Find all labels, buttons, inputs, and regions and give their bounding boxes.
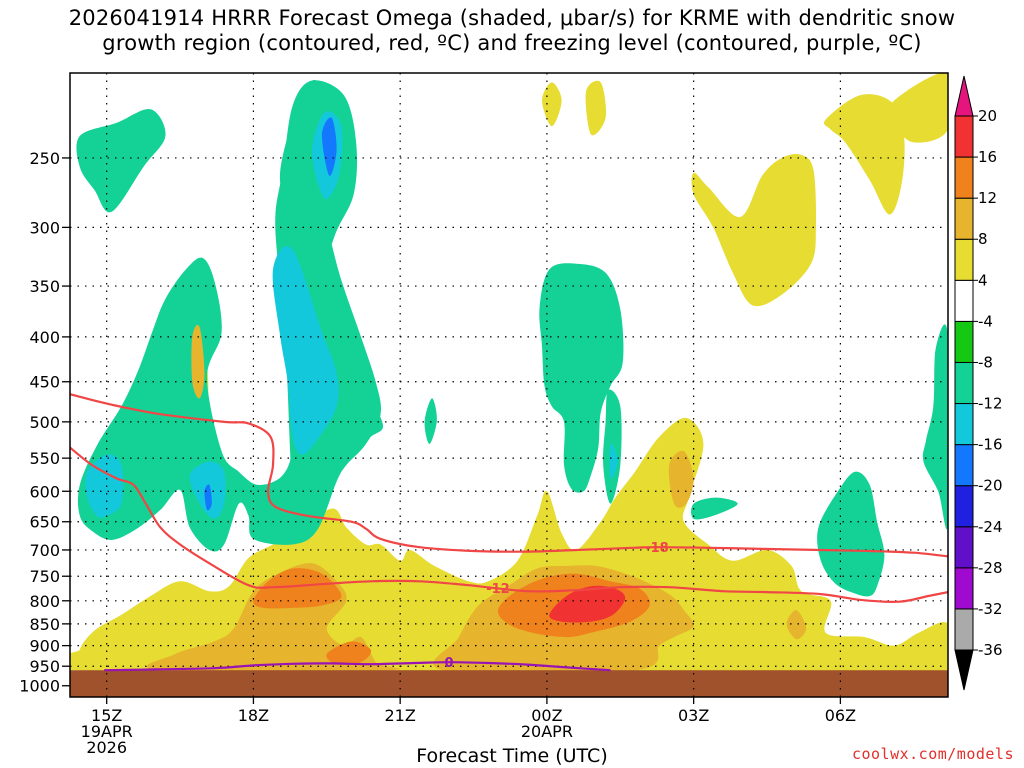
omega-region-neg12 (85, 454, 124, 518)
omega-region-pos12 (253, 568, 342, 609)
x-tick-label-21Z: 21Z (385, 706, 416, 725)
omega-region-neg8 (424, 398, 437, 445)
colorbar-over-arrow (954, 75, 974, 117)
y-tick-label-350: 350 (29, 277, 60, 296)
isotherm-contour-layer: -12 -18 0 (70, 393, 948, 672)
y-axis: 250 300 350 400 450 500 550 600 650 700 750 800 850 9… (19, 149, 70, 696)
colorbar-under-arrow (954, 649, 974, 691)
y-tick-label-650: 650 (29, 513, 60, 532)
x-tick-label-03Z: 03Z (678, 706, 709, 725)
omega-region-neg8 (691, 497, 738, 520)
omega-region-pos8 (191, 324, 205, 399)
below-ground-fill (70, 670, 948, 697)
x-tick-sublabel-2026: 2026 (86, 738, 127, 757)
colorbar-label-12: 16 (978, 148, 997, 166)
omega-region-pos8 (668, 450, 694, 508)
y-tick-label-500: 500 (29, 413, 60, 432)
isotherm-0-line (104, 661, 611, 672)
colorbar-band-10 (954, 197, 974, 240)
isotherm-minus12-label: -12 (486, 582, 510, 597)
colorbar-label-1: -32 (978, 600, 1003, 618)
x-tick-label-06Z: 06Z (825, 706, 856, 725)
y-tick-label-800: 800 (29, 592, 60, 611)
x-tick-label-15Z: 15Z (91, 706, 122, 725)
omega-shading-layer (70, 73, 948, 675)
y-tick-label-450: 450 (29, 373, 60, 392)
colorbar: -36 -32 -28 -24 -20 -16 -12 -8 -4 4 8 12 16 20 (954, 75, 1003, 691)
colorbar-band-6 (954, 361, 974, 405)
omega-region-pos4 (585, 80, 607, 136)
y-tick-label-400: 400 (29, 328, 60, 347)
colorbar-label-4: -20 (978, 477, 1003, 495)
isotherm-minus18-line (70, 393, 948, 558)
colorbar-label-8: -4 (978, 312, 993, 330)
colorbar-label-9: 4 (978, 271, 988, 289)
plot-frame (69, 72, 949, 698)
y-tick-label-900: 900 (29, 637, 60, 656)
colorbar-band-8 (954, 279, 974, 322)
omega-region-pos16 (549, 585, 626, 623)
colorbar-band-9 (954, 238, 974, 281)
colorbar-band-0 (954, 608, 974, 651)
colorbar-band-12 (954, 115, 974, 158)
omega-region-neg8 (922, 324, 948, 530)
omega-region-neg12 (609, 443, 618, 479)
colorbar-label-6: -12 (978, 395, 1003, 413)
omega-region-pos4 (889, 73, 948, 143)
y-tick-label-850: 850 (29, 615, 60, 634)
x-tick-label-00Z: 00Z (531, 706, 562, 725)
omega-region-pos4 (823, 94, 905, 215)
y-tick-label-950: 950 (29, 657, 60, 676)
colorbar-label-11: 12 (978, 189, 997, 207)
x-tick-sublabel-20APR: 20APR (521, 722, 573, 741)
colorbar-band-2 (954, 526, 974, 569)
colorbar-band-3 (954, 485, 974, 528)
omega-region-neg8 (539, 263, 624, 493)
isotherm-minus18-label: -18 (645, 541, 669, 556)
colorbar-label-5: -16 (978, 436, 1003, 454)
omega-region-pos4 (542, 82, 562, 127)
chart-title-line-2: growth region (contoured, red, ºC) and f… (102, 31, 922, 55)
colorbar-label-3: -24 (978, 518, 1003, 536)
y-tick-label-600: 600 (29, 482, 60, 501)
colorbar-label-13: 20 (978, 107, 997, 125)
x-tick-sublabel-19APR: 19APR (81, 722, 133, 741)
colorbar-band-11 (954, 156, 974, 199)
x-axis-label: Forecast Time (UTC) (416, 745, 608, 767)
chart-title-line-1: 2026041914 HRRR Forecast Omega (shaded, … (68, 6, 956, 30)
colorbar-band-7 (954, 320, 974, 363)
y-tick-label-750: 750 (29, 567, 60, 586)
y-tick-label-700: 700 (29, 541, 60, 560)
omega-region-neg16 (321, 117, 337, 177)
colorbar-label-10: 8 (978, 230, 988, 248)
omega-region-pos12 (326, 641, 372, 665)
omega-region-neg8 (76, 109, 166, 213)
omega-region-neg12 (272, 246, 339, 455)
colorbar-label-0: -36 (978, 641, 1003, 659)
omega-region-neg8 (817, 471, 885, 597)
omega-region-pos8 (786, 610, 807, 640)
y-tick-label-300: 300 (29, 218, 60, 237)
chart-title: 2026041914 HRRR Forecast Omega (shaded, … (0, 6, 1024, 56)
isotherm-minus12-line (70, 446, 948, 603)
watermark: coolwx.com/models (851, 745, 1014, 763)
omega-region-pos4 (691, 154, 817, 307)
colorbar-label-2: -28 (978, 559, 1003, 577)
y-tick-label-250: 250 (29, 149, 60, 168)
colorbar-label-7: -8 (978, 353, 993, 371)
colorbar-band-1 (954, 567, 974, 610)
isotherm-0-label: 0 (445, 656, 454, 671)
colorbar-band-5 (954, 403, 974, 446)
x-tick-label-18Z: 18Z (238, 706, 269, 725)
y-tick-label-1000: 1000 (19, 677, 60, 696)
colorbar-band-4 (954, 444, 974, 487)
y-tick-label-550: 550 (29, 449, 60, 468)
